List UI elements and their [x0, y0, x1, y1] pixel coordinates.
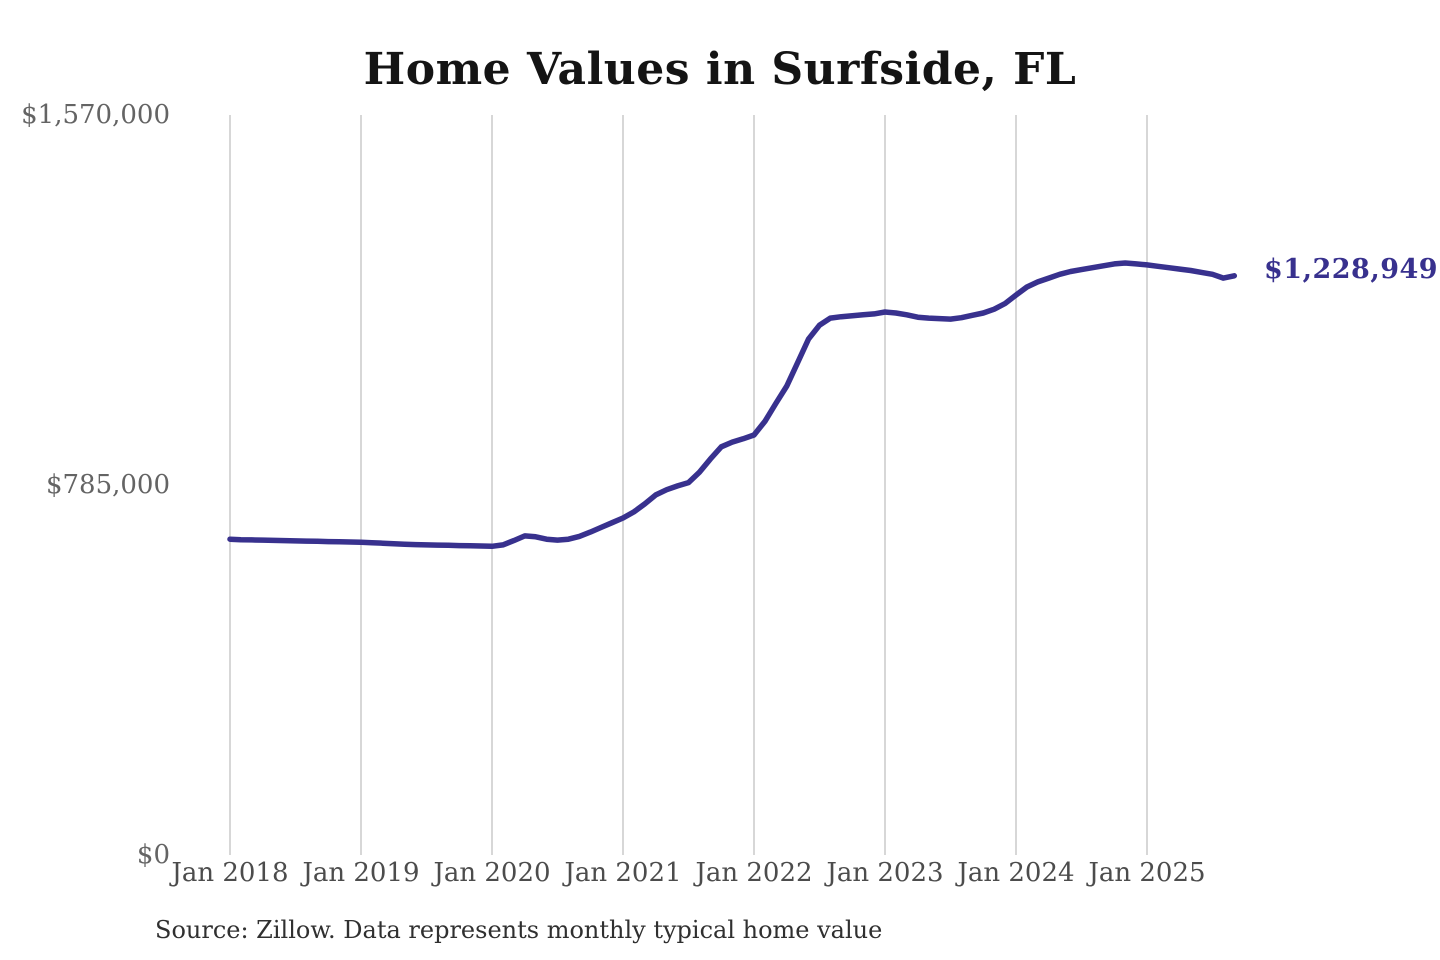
- x-tick-label: Jan 2023: [826, 858, 944, 888]
- x-tick-label: Jan 2018: [171, 858, 289, 888]
- x-tick-label: Jan 2020: [433, 858, 551, 888]
- y-tick-label: $785,000: [45, 470, 170, 500]
- x-tick-label: Jan 2021: [564, 858, 682, 888]
- y-tick-label: $1,570,000: [21, 100, 170, 130]
- x-tick-label: Jan 2024: [957, 858, 1075, 888]
- latest-value-label: $1,228,949: [1264, 254, 1439, 285]
- gridlines: [229, 115, 1148, 855]
- home-value-line: [227, 260, 1238, 550]
- x-tick-label: Jan 2019: [302, 858, 420, 888]
- y-tick-label: $0: [136, 840, 170, 870]
- x-tick-label: Jan 2025: [1088, 858, 1206, 888]
- chart-title: Home Values in Surfside, FL: [363, 44, 1077, 95]
- x-tick-label: Jan 2022: [695, 858, 813, 888]
- source-note: Source: Zillow. Data represents monthly …: [155, 916, 883, 944]
